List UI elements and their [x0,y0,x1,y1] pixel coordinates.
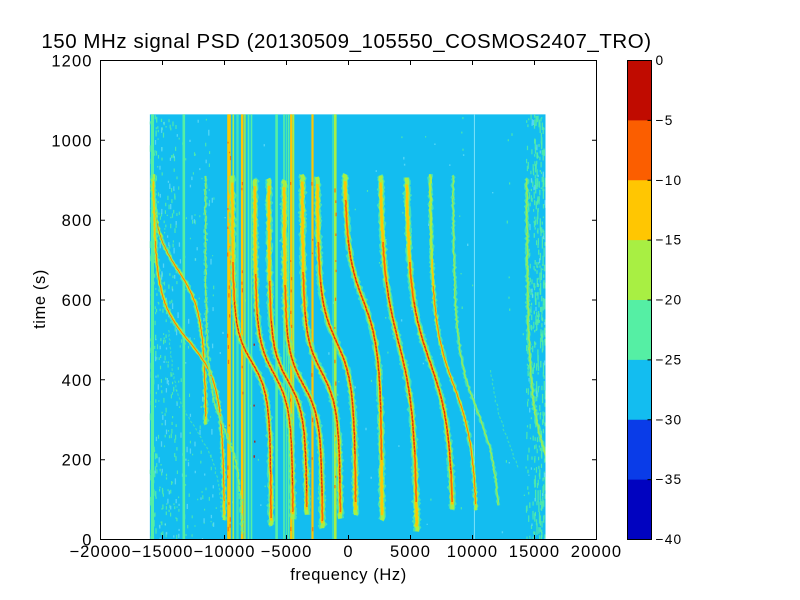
svg-text:−30: −30 [656,412,683,427]
svg-text:time (s): time (s) [31,269,49,329]
svg-text:−40: −40 [656,532,683,547]
svg-text:10000: 10000 [447,543,498,561]
svg-text:0: 0 [82,532,92,550]
svg-text:0: 0 [343,543,353,561]
svg-text:−20000: −20000 [69,543,131,561]
svg-text:600: 600 [62,292,93,310]
svg-text:frequency (Hz): frequency (Hz) [290,566,407,584]
svg-text:15000: 15000 [509,543,560,561]
svg-text:800: 800 [62,212,93,230]
svg-text:−20: −20 [656,293,683,308]
svg-text:20000: 20000 [571,543,622,561]
svg-text:−5000: −5000 [261,543,313,561]
svg-text:−10000: −10000 [193,543,255,561]
svg-text:−10: −10 [656,173,683,188]
svg-text:0: 0 [656,53,665,68]
svg-text:−15: −15 [656,233,683,248]
svg-text:1000: 1000 [51,132,92,150]
svg-text:−15000: −15000 [131,543,193,561]
svg-text:400: 400 [62,372,93,390]
svg-text:−25: −25 [656,353,683,368]
svg-text:150 MHz signal PSD (20130509_1: 150 MHz signal PSD (20130509_105550_COSM… [41,30,651,53]
svg-text:−35: −35 [656,472,683,487]
svg-text:200: 200 [62,452,93,470]
svg-text:−5: −5 [656,113,674,128]
svg-text:1200: 1200 [51,53,92,71]
svg-text:5000: 5000 [390,543,431,561]
